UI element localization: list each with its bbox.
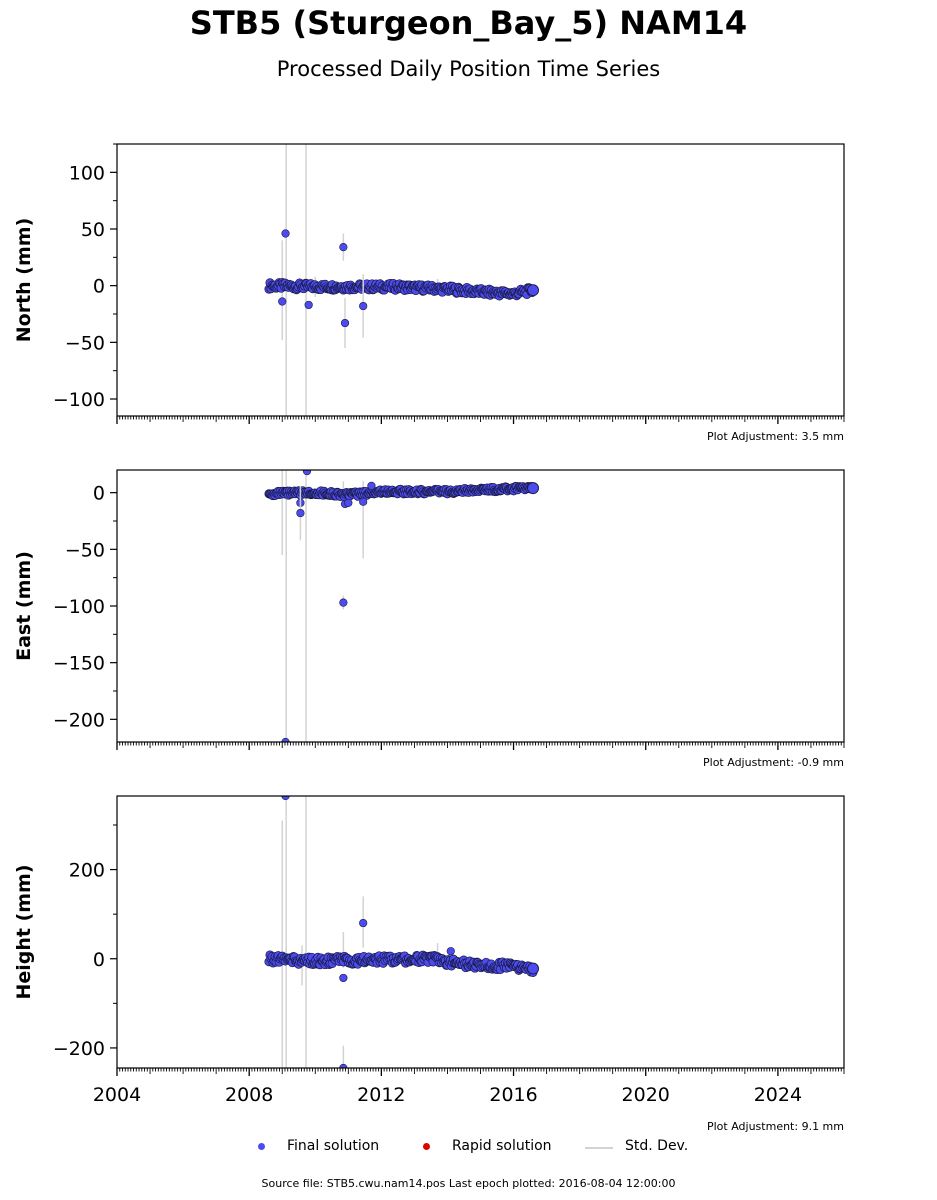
x-tick-label: 2024 <box>754 1084 802 1106</box>
y-tick-label: −50 <box>65 332 105 354</box>
panel-1: 0 −50 −100 −150 −200 East (mm) Plot Adjustment… <box>13 469 845 769</box>
final-solution-point <box>359 918 368 928</box>
final-solution-point <box>339 243 348 252</box>
legend-label-stddev: Std. Dev. <box>625 1138 689 1154</box>
panel-0: 100 50 0 −50 −100 North (mm) Plot Adjustment: … <box>13 143 845 443</box>
final-solution-point <box>302 470 312 476</box>
final-solution-point <box>527 962 539 975</box>
chart-title: STB5 (Sturgeon_Bay_5) NAM14 <box>189 4 748 42</box>
y-axis-label: Height (mm) <box>13 864 35 999</box>
axes-frame <box>116 143 845 417</box>
x-tick-label: 2020 <box>622 1084 670 1106</box>
final-solution-point <box>359 497 368 506</box>
final-solution-point <box>281 229 290 238</box>
legend-label-final: Final solution <box>287 1138 380 1154</box>
y-tick-label: 200 <box>69 860 105 882</box>
axes-frame <box>116 795 845 1069</box>
panel-2: 200 0 −200 2004 2008 2012 2016 2020 2024 Height (… <box>13 795 845 1133</box>
plot-area <box>264 796 539 1068</box>
final-solution-point <box>367 481 376 490</box>
plot-adjustment-note: Plot Adjustment: -0.9 mm <box>703 756 844 769</box>
legend: Final solution Rapid solution Std. Dev. <box>250 1138 710 1158</box>
y-tick-label: −200 <box>53 709 105 731</box>
final-solution-point <box>359 301 368 311</box>
axes-frame <box>116 469 845 743</box>
final-solution-marker <box>258 1143 265 1150</box>
y-tick-label: 0 <box>93 483 105 505</box>
final-solution-point <box>296 508 305 518</box>
y-tick-label: 50 <box>81 219 105 241</box>
rapid-solution-marker <box>423 1143 430 1150</box>
final-solution-point <box>339 598 348 607</box>
plot-area <box>264 144 539 416</box>
x-tick-label: 2004 <box>93 1084 141 1106</box>
plot-adjustment-note: Plot Adjustment: 9.1 mm <box>707 1120 844 1133</box>
y-tick-label: −150 <box>53 653 105 675</box>
final-solution-point <box>281 737 290 742</box>
x-tick-label: 2008 <box>225 1084 273 1106</box>
y-tick-label: 0 <box>93 276 105 298</box>
x-tick-label: 2016 <box>489 1084 537 1106</box>
chart-subtitle: Processed Daily Position Time Series <box>276 57 661 81</box>
y-tick-label: 0 <box>93 949 105 971</box>
final-solution-point <box>527 482 539 495</box>
legend-label-rapid: Rapid solution <box>452 1138 552 1154</box>
final-solution-point <box>527 284 539 297</box>
y-tick-label: −200 <box>53 1038 105 1060</box>
std-dev-line-marker <box>585 1147 613 1149</box>
x-tick-label: 2012 <box>357 1084 405 1106</box>
y-axis-label: North (mm) <box>13 218 35 343</box>
final-solution-point <box>339 973 348 983</box>
y-axis-label: East (mm) <box>13 551 35 661</box>
source-file-note: Source file: STB5.cwu.nam14.pos Last epo… <box>261 1177 676 1190</box>
y-tick-label: −50 <box>65 539 105 561</box>
final-solution-point <box>278 297 287 306</box>
final-solution-point <box>340 318 350 328</box>
y-tick-label: −100 <box>53 596 105 618</box>
final-solution-point <box>446 947 455 956</box>
plot-adjustment-note: Plot Adjustment: 3.5 mm <box>707 430 844 443</box>
y-tick-label: 100 <box>69 162 105 184</box>
final-solution-point <box>344 498 353 507</box>
plot-area <box>264 470 539 742</box>
final-solution-point <box>304 300 313 310</box>
y-tick-label: −100 <box>53 389 105 411</box>
